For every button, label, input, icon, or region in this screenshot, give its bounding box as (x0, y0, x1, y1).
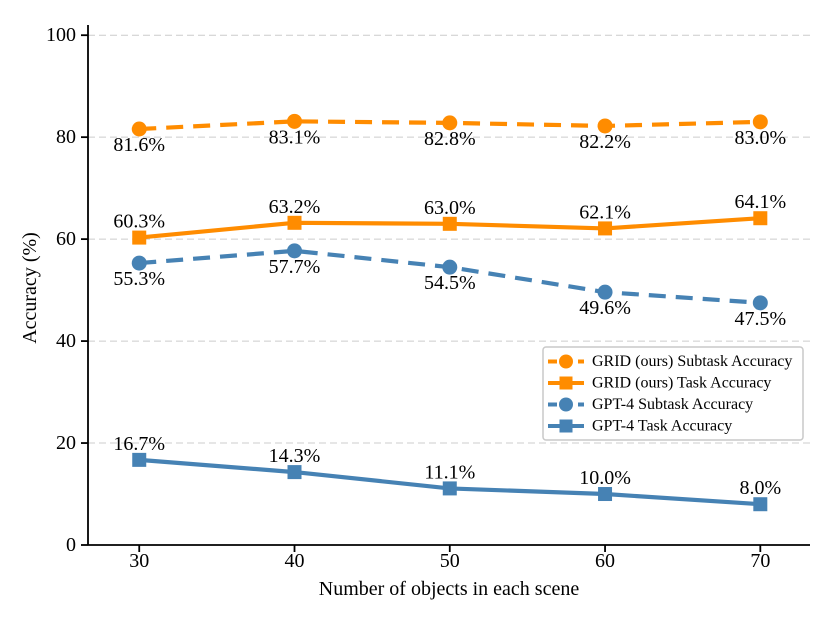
y-axis-title: Accuracy (%) (19, 232, 41, 344)
y-tick-label-40: 40 (56, 330, 76, 352)
point-label-gpt-4-task-accuracy-50: 11.1% (424, 461, 475, 483)
point-label-grid-ours-task-accuracy-30: 60.3% (113, 211, 165, 233)
x-tick-label-70: 70 (750, 550, 770, 572)
legend-item-grid-ours-task-accuracy: GRID (ours) Task Accuracy (548, 375, 771, 392)
point-label-gpt-4-task-accuracy-30: 16.7% (113, 433, 165, 455)
data-point-grid-ours-subtask-accuracy-70 (752, 114, 768, 130)
data-point-gpt-4-subtask-accuracy-70 (752, 295, 768, 311)
y-tick-label-20: 20 (56, 432, 76, 454)
point-label-gpt-4-subtask-accuracy-60: 49.6% (579, 297, 631, 319)
point-label-grid-ours-subtask-accuracy-60: 82.2% (579, 131, 631, 153)
series-gpt-4-task-accuracy: 16.7% 14.3% 11.1% 10.0% 8.0% (113, 433, 781, 512)
point-label-grid-ours-subtask-accuracy-50: 82.8% (424, 128, 476, 150)
legend-label: GRID (ours) Task Accuracy (592, 375, 771, 392)
data-point-grid-ours-task-accuracy-30 (132, 230, 147, 245)
point-label-grid-ours-subtask-accuracy-30: 81.6% (113, 134, 165, 156)
data-point-gpt-4-subtask-accuracy-50 (442, 259, 458, 275)
point-label-grid-ours-task-accuracy-40: 63.2% (269, 196, 321, 218)
data-point-gpt-4-subtask-accuracy-60 (597, 284, 613, 300)
point-label-gpt-4-subtask-accuracy-40: 57.7% (269, 256, 321, 278)
legend-item-gpt-4-task-accuracy: GPT-4 Task Accuracy (548, 418, 732, 435)
x-tick-label-60: 60 (595, 550, 615, 572)
data-point-gpt-4-task-accuracy-70 (753, 497, 768, 512)
legend-circle-marker-icon (559, 397, 573, 412)
data-point-gpt-4-task-accuracy-30 (132, 452, 147, 467)
legend-label: GPT-4 Subtask Accuracy (592, 396, 753, 413)
data-point-grid-ours-task-accuracy-60 (598, 221, 613, 236)
point-label-grid-ours-task-accuracy-70: 64.1% (734, 191, 786, 213)
point-label-grid-ours-subtask-accuracy-70: 83.0% (734, 127, 786, 149)
data-point-gpt-4-task-accuracy-40 (287, 465, 302, 480)
point-label-gpt-4-subtask-accuracy-70: 47.5% (734, 308, 786, 330)
data-point-grid-ours-subtask-accuracy-30 (131, 121, 147, 137)
data-point-grid-ours-task-accuracy-40 (287, 215, 302, 230)
data-point-gpt-4-task-accuracy-60 (598, 487, 613, 502)
point-label-gpt-4-subtask-accuracy-30: 55.3% (113, 268, 165, 290)
point-label-gpt-4-task-accuracy-40: 14.3% (269, 445, 321, 467)
x-axis-title: Number of objects in each scene (318, 578, 580, 600)
point-label-grid-ours-subtask-accuracy-40: 83.1% (269, 126, 321, 148)
point-label-gpt-4-subtask-accuracy-50: 54.5% (424, 272, 476, 294)
data-point-grid-ours-task-accuracy-70 (753, 211, 768, 226)
x-tick-label-40: 40 (285, 550, 305, 572)
point-label-gpt-4-task-accuracy-70: 8.0% (739, 477, 781, 499)
legend-item-grid-ours-subtask-accuracy: GRID (ours) Subtask Accuracy (548, 353, 792, 370)
legend-circle-marker-icon (559, 354, 573, 369)
series-grid-ours-task-accuracy: 60.3% 63.2% 63.0% 62.1% 64.1% (113, 191, 786, 245)
legend-item-gpt-4-subtask-accuracy: GPT-4 Subtask Accuracy (548, 396, 753, 413)
legend: GRID (ours) Subtask Accuracy GRID (ours) … (542, 346, 804, 441)
data-point-grid-ours-subtask-accuracy-50 (442, 115, 458, 131)
legend-square-marker-icon (559, 419, 573, 433)
legend-square-marker-icon (559, 376, 573, 390)
data-point-gpt-4-subtask-accuracy-40 (287, 243, 303, 259)
point-label-grid-ours-task-accuracy-60: 62.1% (579, 201, 631, 223)
series-grid-ours-subtask-accuracy: 81.6% 83.1% 82.8% 82.2% 83.0% (113, 113, 786, 156)
data-point-grid-ours-subtask-accuracy-60 (597, 118, 613, 134)
axes: 0 20 40 60 80 100 30 40 50 60 70 (46, 24, 810, 572)
x-tick-label-50: 50 (440, 550, 460, 572)
legend-label: GRID (ours) Subtask Accuracy (592, 353, 792, 370)
legend-box (542, 346, 804, 441)
data-point-gpt-4-task-accuracy-50 (442, 481, 457, 496)
y-tick-label-80: 80 (56, 126, 76, 148)
series-gpt-4-subtask-accuracy: 55.3% 57.7% 54.5% 49.6% 47.5% (113, 243, 786, 330)
data-point-grid-ours-task-accuracy-50 (442, 216, 457, 231)
y-tick-label-60: 60 (56, 228, 76, 250)
y-tick-label-100: 100 (46, 24, 76, 46)
point-label-grid-ours-task-accuracy-50: 63.0% (424, 197, 476, 219)
legend-label: GPT-4 Task Accuracy (592, 418, 732, 435)
data-point-grid-ours-subtask-accuracy-40 (287, 113, 303, 129)
y-tick-label-0: 0 (66, 534, 76, 556)
x-tick-label-30: 30 (129, 550, 149, 572)
point-label-gpt-4-task-accuracy-60: 10.0% (579, 467, 631, 489)
data-point-gpt-4-subtask-accuracy-30 (131, 255, 147, 271)
